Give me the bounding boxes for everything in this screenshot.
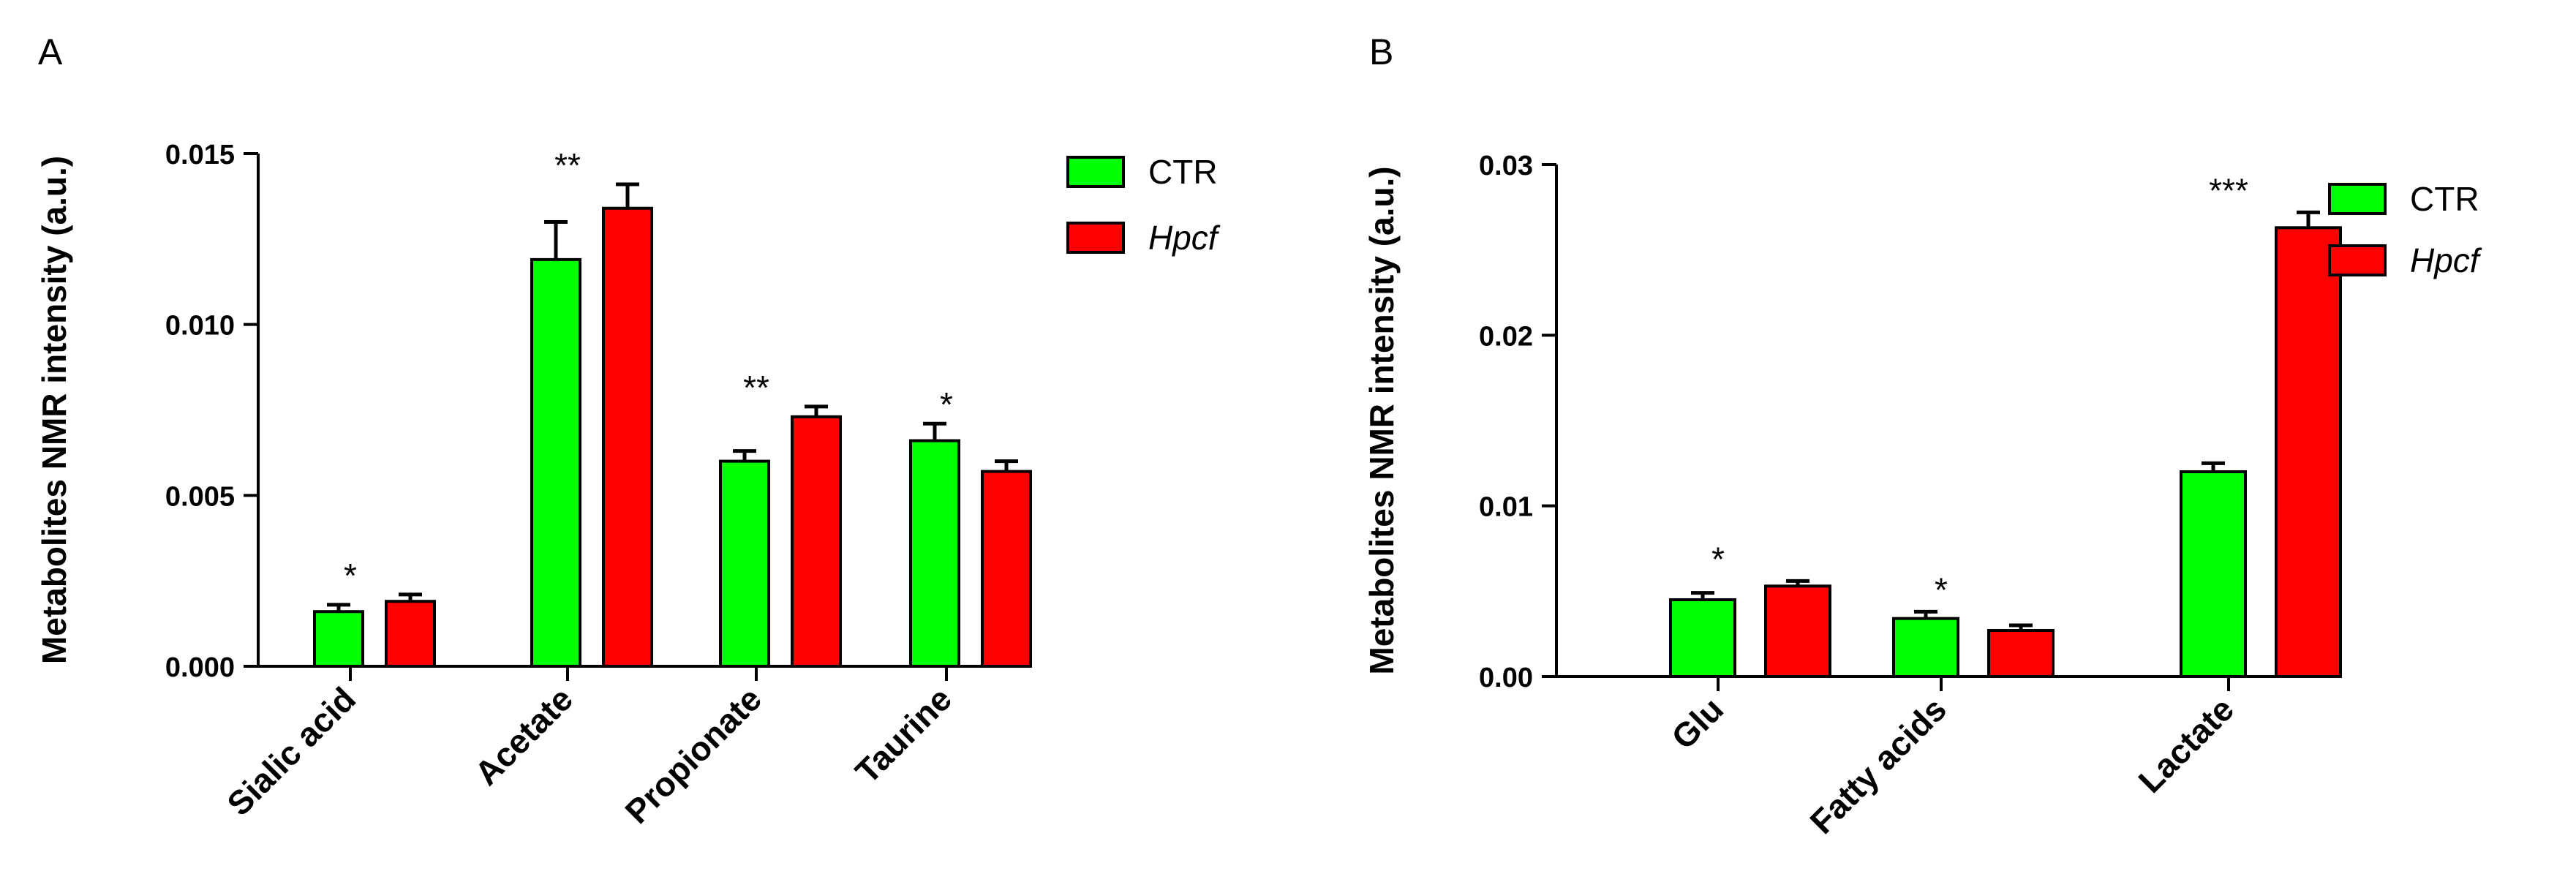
bar-hpcf-fatty-acids xyxy=(1987,629,2055,678)
legend-swatch xyxy=(2328,183,2387,215)
x-tick-label: Propionate xyxy=(617,679,769,831)
significance-marker: * xyxy=(940,385,953,423)
panel-label: B xyxy=(1369,31,1393,72)
legend-swatch xyxy=(1066,156,1125,188)
significance-marker: * xyxy=(1711,540,1725,578)
significance-marker: ** xyxy=(743,369,769,407)
y-axis-label: Metabolites NMR intensity (a.u.) xyxy=(1363,166,1401,674)
bar-ctr-acetate xyxy=(530,257,581,668)
x-tick-label: Sialic acid xyxy=(219,679,363,823)
significance-marker: *** xyxy=(2209,171,2248,209)
legend-swatch xyxy=(2328,244,2387,276)
y-tick-label: 0.005 xyxy=(165,481,235,512)
legend-label: CTR xyxy=(2410,180,2479,218)
bar-ctr-sialic-acid xyxy=(313,610,364,668)
y-tick-label: 0.01 xyxy=(1479,492,1533,523)
y-tick-label: 0.000 xyxy=(165,652,235,683)
y-axis-label: Metabolites NMR intensity (a.u.) xyxy=(35,156,73,664)
legend-swatch xyxy=(1066,222,1125,254)
panel-label: A xyxy=(38,31,63,72)
bar-hpcf-acetate xyxy=(602,206,653,668)
x-tick-label: Acetate xyxy=(467,679,580,792)
legend-label: CTR xyxy=(1148,153,1218,191)
bar-ctr-taurine xyxy=(909,439,960,668)
legend-label: Hpcf xyxy=(1148,219,1221,257)
y-tick-label: 0.03 xyxy=(1479,151,1533,181)
bar-ctr-lactate xyxy=(2180,470,2247,678)
bar-ctr-propionate xyxy=(719,459,770,668)
y-tick-label: 0.010 xyxy=(165,311,235,342)
x-tick-label: Taurine xyxy=(848,679,959,791)
y-tick-label: 0.02 xyxy=(1479,321,1533,352)
significance-marker: ** xyxy=(554,146,581,184)
significance-marker: * xyxy=(1935,570,1948,608)
bar-hpcf-sialic-acid xyxy=(385,600,436,668)
chart-panel-a: A Metabolites NMR intensity (a.u.) 0.000 0.… xyxy=(35,31,1221,831)
bar-hpcf-taurine xyxy=(981,470,1032,668)
y-tick-label: 0.015 xyxy=(165,140,235,170)
bar-hpcf-propionate xyxy=(791,415,842,668)
significance-marker: * xyxy=(344,557,357,595)
x-tick-label: Glu xyxy=(1664,690,1730,756)
bar-hpcf-lactate xyxy=(2275,226,2342,679)
x-tick-label: Fatty acids xyxy=(1802,690,1954,841)
chart-panel-b: B Metabolites NMR intensity (a.u.) 0.00 0.0… xyxy=(1363,31,2482,841)
y-tick-label: 0.00 xyxy=(1479,663,1533,693)
bar-ctr-glu xyxy=(1669,598,1736,678)
legend-label: Hpcf xyxy=(2410,241,2482,279)
bar-ctr-fatty-acids xyxy=(1892,617,1959,679)
bar-hpcf-glu xyxy=(1764,584,1831,678)
x-tick-label: Lactate xyxy=(2131,690,2241,800)
